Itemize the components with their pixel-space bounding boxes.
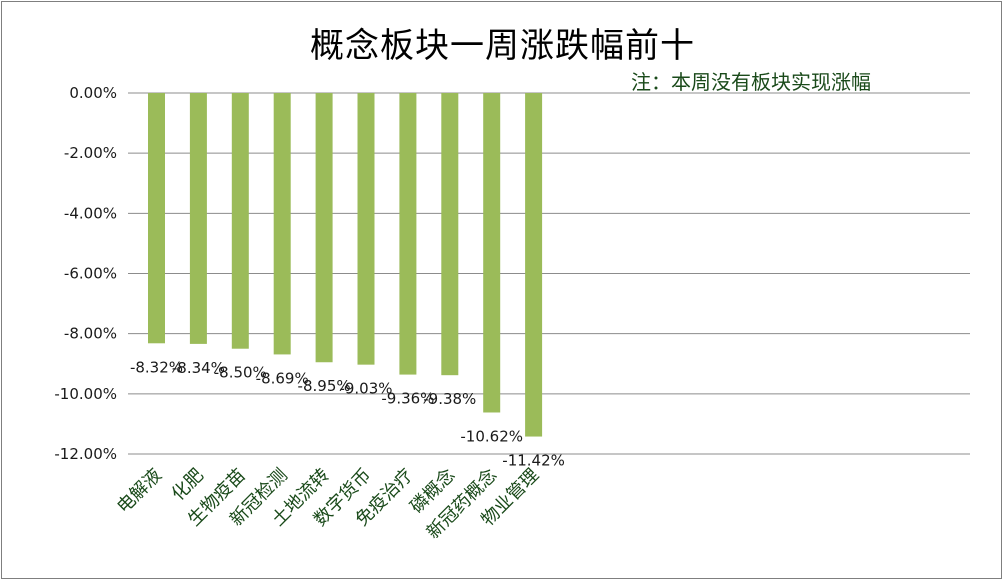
chart-title: 概念板块一周涨跌幅前十 [310, 26, 695, 66]
y-tick-label: -6.00% [64, 265, 117, 283]
bar [399, 93, 417, 375]
y-tick-label: -2.00% [64, 144, 117, 162]
y-tick-label: -12.00% [54, 445, 117, 463]
data-label: -11.42% [502, 452, 565, 470]
bar [483, 93, 501, 413]
data-label: -8.34% [172, 359, 225, 377]
data-label: -8.32% [130, 358, 183, 376]
bar [231, 93, 249, 349]
data-label: -9.36% [381, 390, 434, 408]
bar [273, 93, 291, 355]
bar [189, 93, 207, 344]
bar [525, 93, 543, 437]
data-label: -8.95% [298, 377, 351, 395]
data-label: -8.50% [214, 364, 267, 382]
bars [148, 93, 543, 437]
chart-note: 注：本周没有板块实现涨幅 [631, 70, 871, 94]
category-label: 电解液 [113, 465, 166, 518]
gridlines [128, 92, 970, 455]
data-labels: -8.32%-8.34%-8.50%-8.69%-8.95%-9.03%-9.3… [130, 358, 565, 469]
y-tick-label: -10.00% [54, 385, 117, 403]
bar [315, 93, 333, 363]
data-label: -9.03% [339, 380, 392, 398]
data-label: -8.69% [256, 369, 309, 387]
y-axis-ticks: 0.00% -2.00% -4.00% -6.00% -8.00% -10.00% -12.… [54, 84, 117, 463]
bar [441, 93, 459, 376]
y-tick-label: -4.00% [64, 204, 117, 222]
bar [357, 93, 375, 365]
y-tick-label: -8.00% [64, 325, 117, 343]
data-label: -9.38% [423, 390, 476, 408]
data-label: -10.62% [460, 427, 523, 445]
bar [148, 93, 165, 344]
y-tick-label: 0.00% [69, 84, 117, 102]
